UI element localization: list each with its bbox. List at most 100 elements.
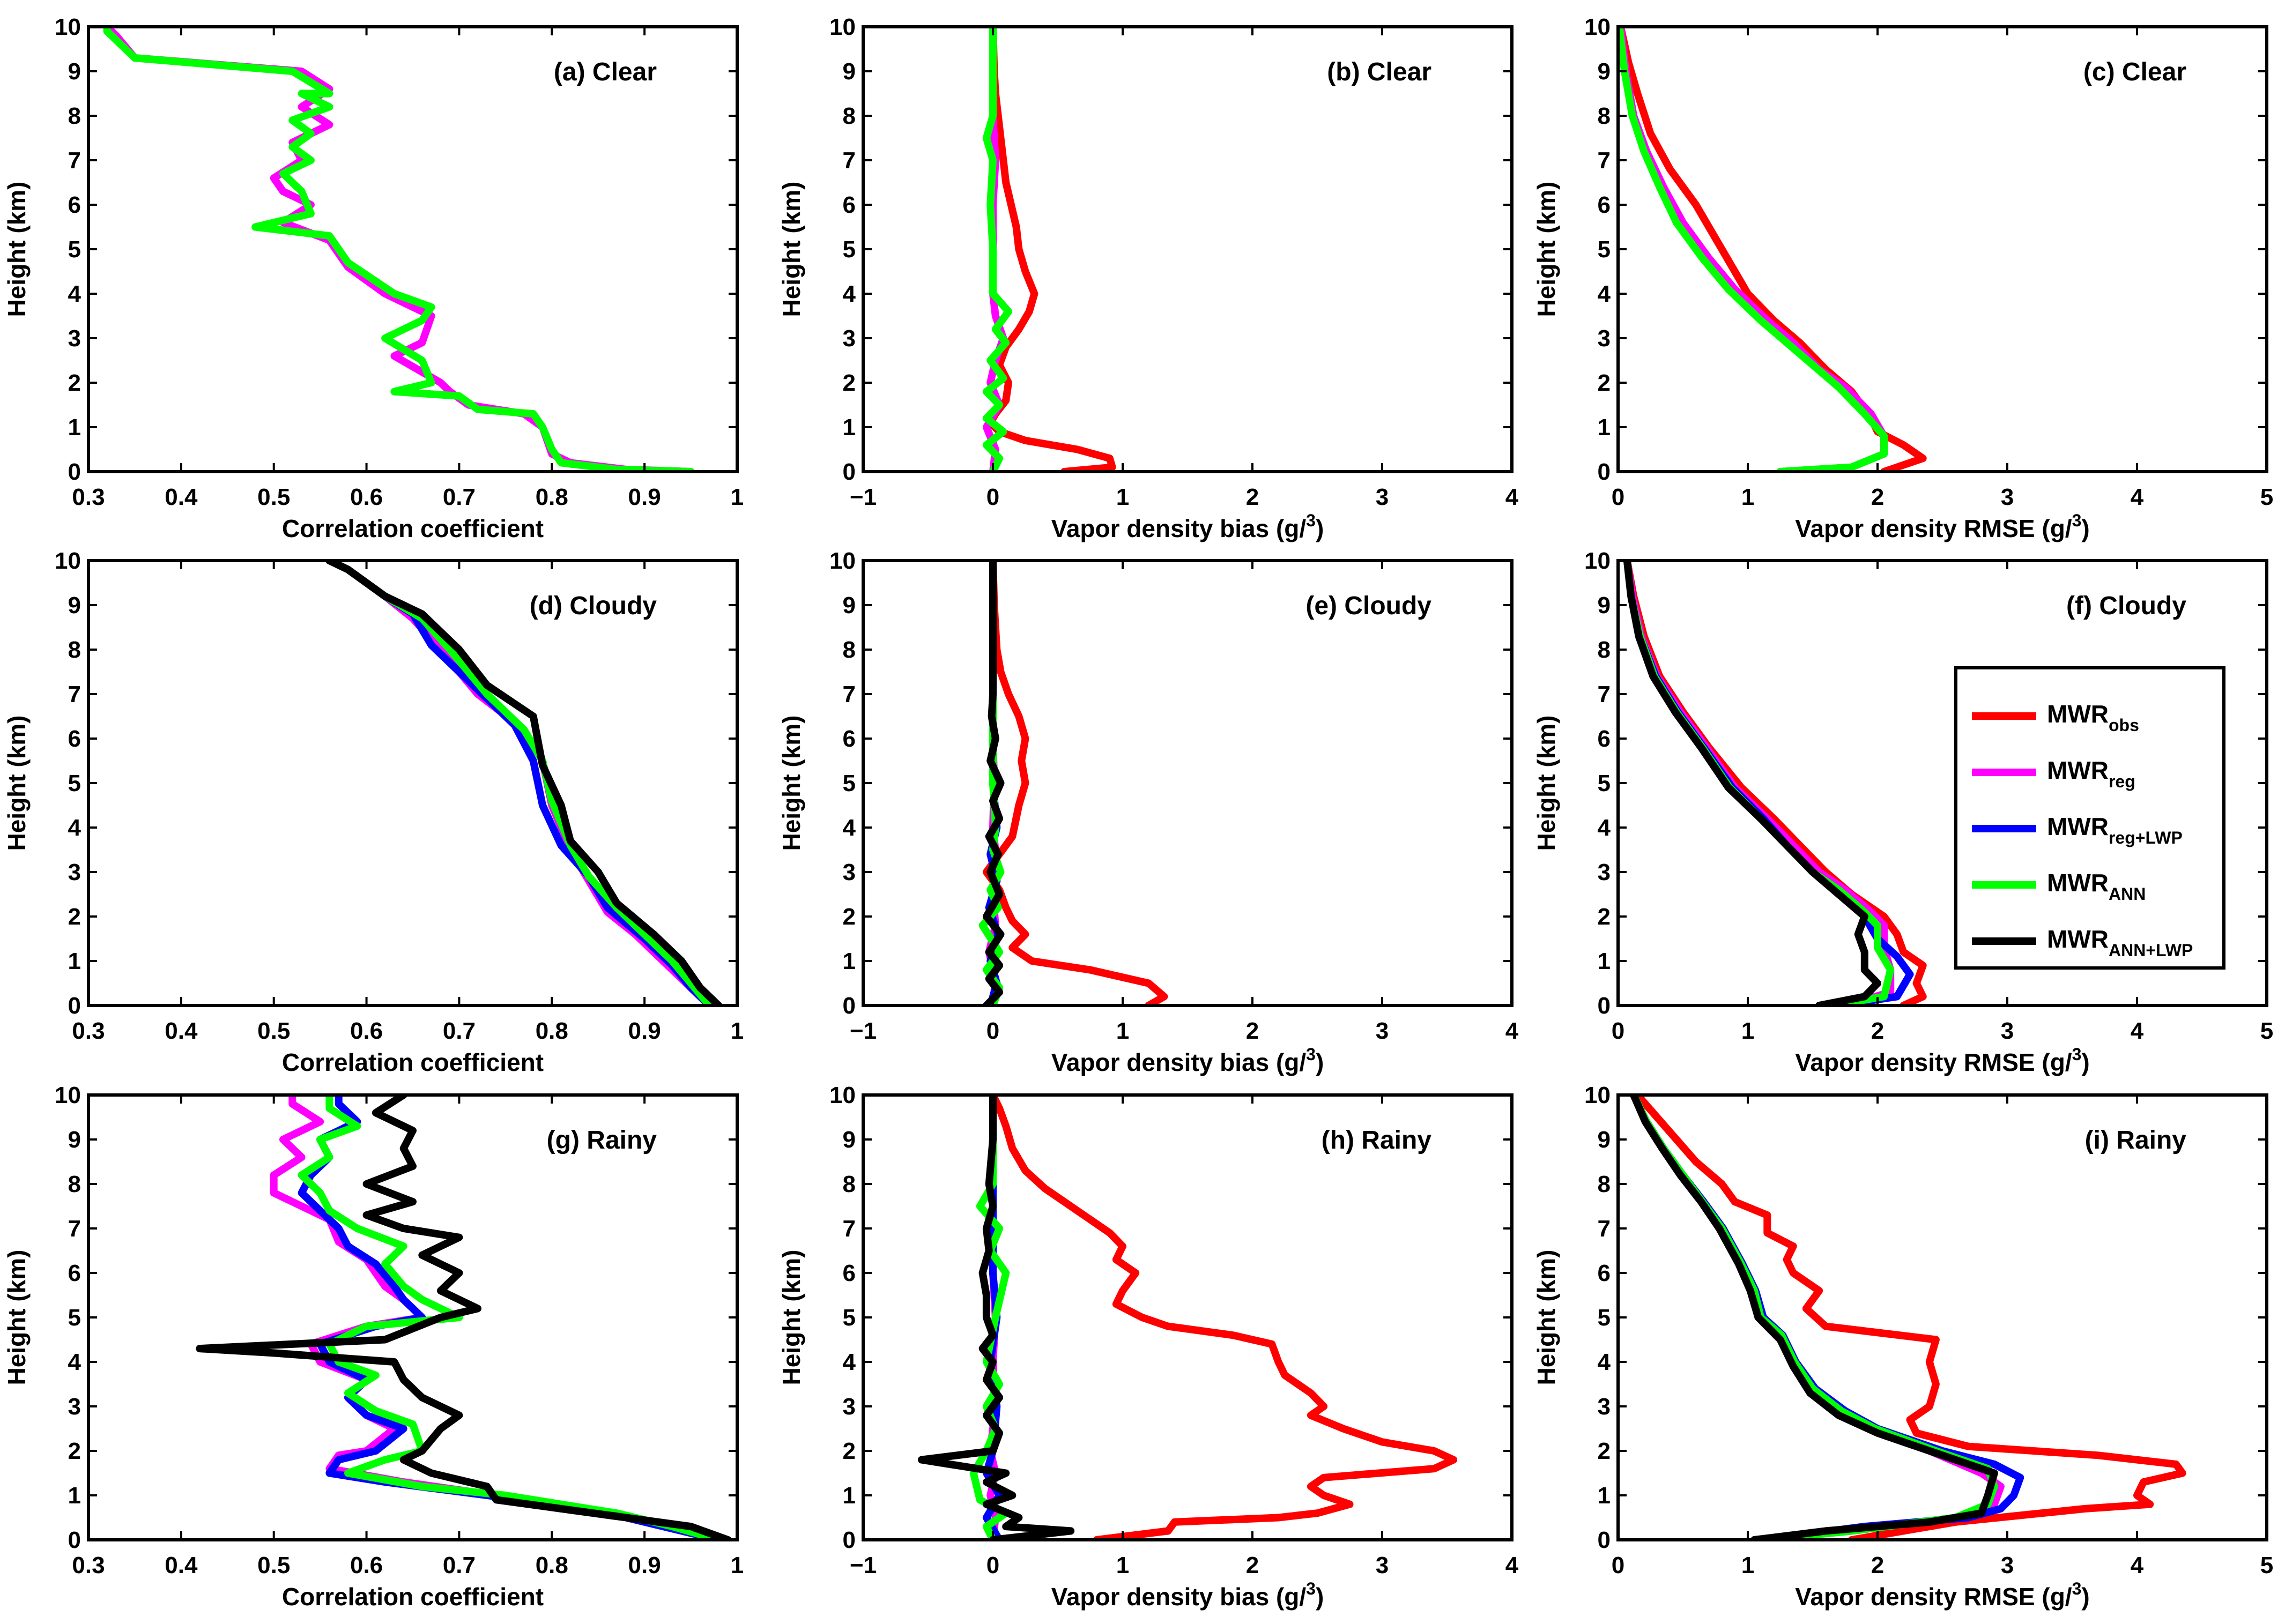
panel-f: 0 1 2 3 4 5 0 1 2 3 4 5 6 7 8 9 10 Vapor density RMSE (g/…	[1532, 548, 2273, 1076]
panel-c-series	[1618, 27, 1927, 472]
x-tick-label: 2	[1246, 484, 1259, 510]
panel-i: 0 1 2 3 4 5 0 1 2 3 4 5 6 7 8 9 10 Vapor density RMSE (g/…	[1532, 1082, 2273, 1611]
series-line-annLWP	[1630, 1095, 1998, 1540]
x-tick-label: 3	[1376, 1552, 1389, 1578]
y-tick-label: 5	[68, 236, 81, 263]
y-tick-label: 7	[1598, 147, 1611, 174]
x-tick-label: 0.8	[536, 1552, 568, 1578]
y-tick-label: 2	[1598, 1438, 1611, 1464]
series-line-ann	[103, 27, 695, 472]
series-line-regLWP	[1623, 561, 1914, 1005]
legend-label-reg: MWRreg	[2047, 756, 2135, 791]
panel-title: (i) Rainy	[2085, 1126, 2187, 1154]
panel-title: (e) Cloudy	[1305, 592, 1431, 620]
x-tick-label: 4	[2131, 1018, 2144, 1044]
panel-title: (h) Rainy	[1322, 1126, 1432, 1154]
y-tick-label: 7	[1598, 681, 1611, 707]
y-tick-label: 3	[843, 859, 856, 885]
y-tick-label: 9	[1598, 58, 1611, 85]
y-tick-label: 2	[843, 904, 856, 930]
x-axis-label: Correlation coefficient	[282, 1583, 544, 1611]
x-tick-label: 0.3	[72, 1018, 105, 1044]
series-line-ann	[982, 27, 1012, 472]
x-tick-label: 0	[986, 484, 999, 510]
y-tick-label: 6	[1598, 1260, 1611, 1286]
y-tick-label: 7	[843, 147, 856, 174]
panel-title: (g) Rainy	[547, 1126, 657, 1154]
x-tick-label: 1	[1741, 1018, 1754, 1044]
y-tick-label: 7	[843, 1216, 856, 1242]
panel-title: (d) Cloudy	[530, 592, 657, 620]
y-tick-label: 7	[1598, 1216, 1611, 1242]
y-tick-label: 1	[1598, 948, 1611, 974]
y-tick-label: 10	[55, 14, 81, 40]
y-tick-label: 7	[843, 681, 856, 707]
legend-label-regLWP: MWRreg+LWP	[2047, 813, 2183, 847]
y-tick-label: 5	[68, 770, 81, 796]
x-tick-label: 2	[1246, 1552, 1259, 1578]
x-tick-label: 4	[1505, 484, 1519, 510]
x-tick-label: 0.4	[165, 1018, 198, 1044]
x-tick-label: 3	[1376, 484, 1389, 510]
x-tick-label: 3	[2001, 484, 2014, 510]
y-tick-label: 2	[1598, 904, 1611, 930]
x-tick-label: 4	[2131, 1552, 2144, 1578]
y-tick-label: 8	[1598, 637, 1611, 663]
x-tick-label: 0.9	[628, 1018, 661, 1044]
y-tick-label: 7	[68, 147, 81, 174]
y-tick-label: 8	[68, 637, 81, 663]
panel-a-series	[103, 27, 695, 472]
y-tick-label: 3	[68, 859, 81, 885]
axes-frame	[87, 25, 739, 473]
x-tick-label: 0.4	[165, 484, 198, 510]
y-tick-label: 10	[829, 548, 856, 574]
y-tick-label: 3	[1598, 1394, 1611, 1420]
y-tick-label: 3	[68, 1394, 81, 1420]
panel-f-series	[1623, 561, 1927, 1005]
y-tick-label: 8	[68, 1171, 81, 1197]
y-axis-label: Height (km)	[3, 1250, 31, 1385]
axes-frame	[862, 559, 1514, 1007]
y-tick-label: 8	[1598, 1171, 1611, 1197]
y-tick-label: 10	[1584, 14, 1611, 40]
series-line-ann	[298, 1095, 723, 1540]
y-tick-label: 10	[1584, 1082, 1611, 1108]
panel-title: (f) Cloudy	[2066, 592, 2186, 620]
series-line-reg	[1623, 561, 1895, 1005]
y-tick-label: 4	[843, 1349, 856, 1375]
x-axis-label: Vapor density RMSE (g/3)	[1795, 511, 2089, 542]
panel-title: (a) Clear	[554, 58, 657, 86]
panel-b-series	[982, 27, 1116, 472]
x-axis-label: Correlation coefficient	[282, 515, 544, 542]
x-tick-label: 1	[731, 1552, 744, 1578]
y-tick-label: 1	[68, 414, 81, 441]
y-tick-label: 8	[68, 103, 81, 129]
x-axis-label: Vapor density RMSE (g/3)	[1795, 1579, 2089, 1611]
x-tick-label: 3	[1376, 1018, 1389, 1044]
x-tick-label: 2	[1871, 1018, 1884, 1044]
y-tick-label: 1	[68, 1483, 81, 1509]
panel-h-series	[917, 1095, 1458, 1540]
y-tick-label: 4	[68, 1349, 81, 1375]
y-tick-label: 6	[1598, 192, 1611, 218]
y-tick-label: 9	[68, 1127, 81, 1153]
x-tick-label: 4	[1505, 1552, 1519, 1578]
series-line-obs	[982, 561, 1168, 1005]
series-line-obs	[986, 27, 1116, 472]
y-tick-label: 3	[1598, 859, 1611, 885]
series-line-ann	[1623, 561, 1895, 1005]
y-tick-label: 5	[1598, 236, 1611, 263]
x-tick-label: 2	[1871, 484, 1884, 510]
panel-d: 0.3 0.4 0.5 0.6 0.7 0.8 0.9 1012345678910Correl…	[3, 548, 744, 1076]
y-tick-label: 1	[68, 948, 81, 974]
panel-title: (b) Clear	[1327, 58, 1431, 86]
y-tick-label: 0	[68, 1527, 81, 1553]
x-tick-label: 5	[2260, 484, 2273, 510]
x-tick-label: 1	[1741, 484, 1754, 510]
y-tick-label: 4	[1598, 281, 1611, 307]
axes-frame	[862, 25, 1514, 473]
y-tick-label: 4	[68, 281, 81, 307]
legend-label-annLWP: MWRANN+LWP	[2047, 925, 2193, 960]
x-axis-label: Vapor density bias (g/3)	[1051, 511, 1324, 542]
